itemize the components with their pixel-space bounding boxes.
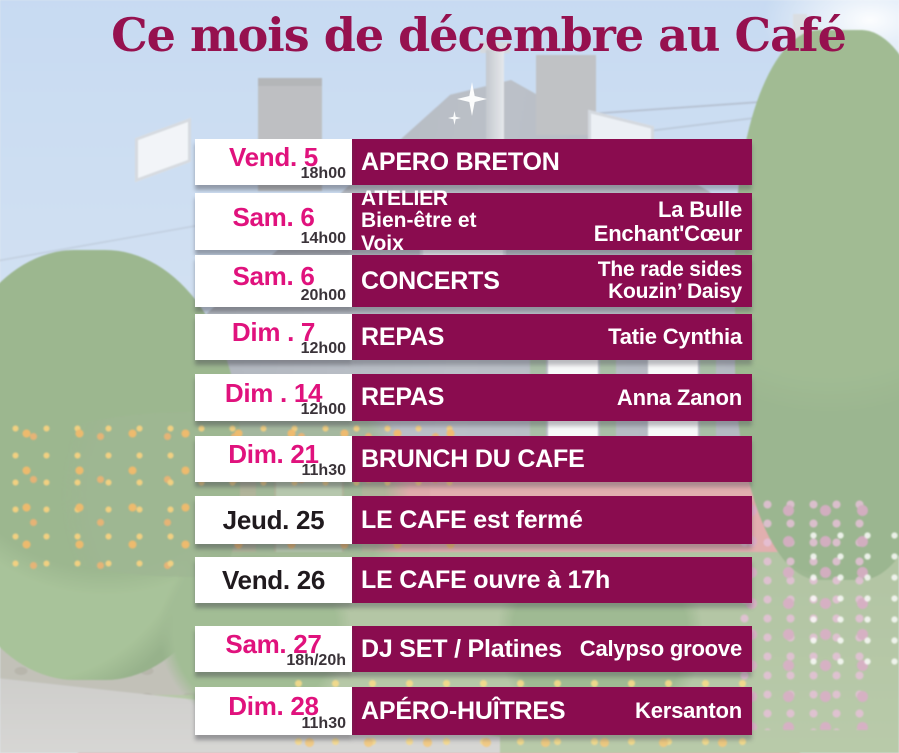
photo-chimney-pipe-cap [480,42,510,53]
event-bar: APÉRO-HUÎTRES Kersanton [352,687,752,735]
event-date-block: Jeud. 25 [195,496,352,544]
event-title: APERO BRETON [361,147,560,176]
event-row: Dim. 21 11h30 BRUNCH DU CAFE [195,436,752,482]
photo-white-flowers [800,525,899,675]
event-performer: Anna Zanon [616,384,742,410]
event-bar: DJ SET / Platines Calypso groove [352,626,752,672]
event-subtitle: Bien-être et Voix [361,209,477,255]
event-date-block: Dim . 7 12h00 [195,314,352,360]
event-time: 12h00 [300,340,346,357]
event-bar: REPAS Anna Zanon [352,374,752,421]
event-performer: La Bulle Enchant'Cœur [593,197,742,246]
event-date-block: Sam. 6 14h00 [195,193,352,250]
event-time: 11h30 [301,462,346,479]
event-title: ATELIER [361,186,448,210]
event-date-block: Sam. 27 18h/20h [195,626,352,672]
event-time: 11h30 [301,715,346,732]
event-performer-2: Kouzin’ Daisy [608,280,742,303]
event-performer: Calypso groove [579,636,742,662]
event-date-block: Dim . 14 12h00 [195,374,352,421]
photo-tree [735,30,899,580]
event-date-block: Vend. 26 [195,557,352,603]
event-performer: Tatie Cynthia [608,324,742,350]
sparkle-icon [457,82,487,116]
event-bar: REPAS Tatie Cynthia [352,314,752,360]
event-time: 12h00 [300,401,346,418]
event-date: Vend. 5 [229,142,318,172]
event-date: Dim . 14 [224,377,323,408]
event-title: LE CAFE ouvre à 17h [361,565,611,594]
event-title: CONCERTS [361,266,500,295]
event-row: Jeud. 25 LE CAFE est fermé [195,496,752,544]
event-date: Vend. 26 [221,564,326,595]
photo-chimney [536,55,596,135]
event-title: REPAS [361,383,445,411]
event-bar: ATELIER Bien-être et Voix La Bulle Enchan… [352,187,752,255]
sparkle-icon [448,111,461,125]
event-time: 18h00 [300,165,346,182]
event-title: LE CAFE est fermé [361,505,583,534]
event-date: Dim. 21 [228,439,319,469]
event-date: Sam. 6 [232,261,315,291]
event-row: Dim . 14 12h00 REPAS Anna Zanon [195,374,752,421]
event-row: Vend. 5 18h00 APERO BRETON [195,139,752,185]
event-time: 14h00 [300,230,346,247]
event-bar: CONCERTS The rade sides Kouzin’ Daisy [352,255,752,307]
poster-title: Ce mois de décembre au Café [111,8,847,62]
event-date: Sam. 6 [232,201,315,232]
event-performer: Kersanton [635,698,742,724]
event-row: Vend. 26 LE CAFE ouvre à 17h [195,557,752,603]
event-bar: LE CAFE ouvre à 17h [352,557,752,603]
event-row: Sam. 6 14h00 ATELIER Bien-être et Voix La… [195,187,752,255]
event-date-block: Vend. 5 18h00 [195,139,352,185]
event-title: APÉRO-HUÎTRES [361,696,566,725]
event-time: 20h00 [300,287,346,304]
event-title: DJ SET / Platines [361,634,562,663]
event-date: Jeud. 25 [222,504,325,535]
event-date-block: Dim. 21 11h30 [195,436,352,482]
event-date: Sam. 27 [225,629,322,659]
event-date: Dim . 7 [231,317,316,347]
event-date-block: Sam. 6 20h00 [195,255,352,307]
event-row: Sam. 6 20h00 CONCERTS The rade sides Kouz… [195,255,752,307]
event-row: Dim . 7 12h00 REPAS Tatie Cynthia [195,314,752,360]
event-title: REPAS [361,322,445,351]
event-row: Sam. 27 18h/20h DJ SET / Platines Calyps… [195,626,752,672]
event-date-block: Dim. 28 11h30 [195,687,352,735]
event-title: BRUNCH DU CAFE [361,444,585,473]
event-performer: The rade sides [597,257,742,281]
event-bar: APERO BRETON [352,139,752,185]
event-date: Dim. 28 [228,691,319,721]
event-bar: LE CAFE est fermé [352,496,752,544]
event-time: 18h/20h [286,652,346,669]
event-row: Dim. 28 11h30 APÉRO-HUÎTRES Kersanton [195,687,752,735]
event-bar: BRUNCH DU CAFE [352,436,752,482]
